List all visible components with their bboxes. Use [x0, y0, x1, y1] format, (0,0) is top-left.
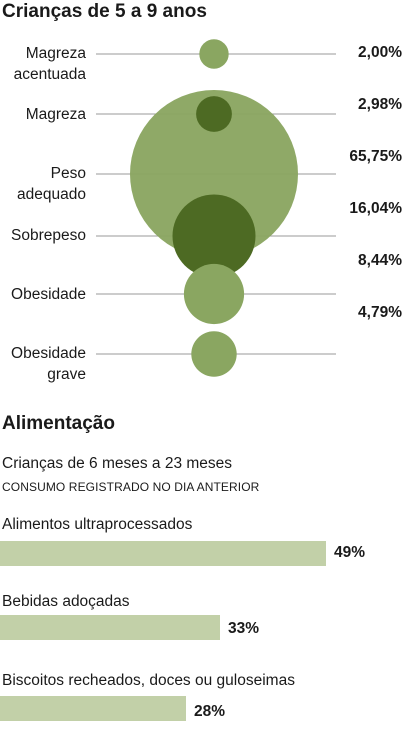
bar-label-bebidas-adocadas: Bebidas adoçadas	[2, 593, 130, 610]
bar-value-biscoitos: 28%	[194, 703, 226, 720]
chart-title: Crianças de 5 a 9 anos	[2, 1, 207, 22]
value-label-obesidade: 8,44%	[358, 252, 402, 269]
bar-value-ultraprocessados: 49%	[334, 544, 366, 561]
value-label-magreza: 2,98%	[358, 96, 402, 113]
bubble-chart: Magreza acentuada Magreza Peso adequado …	[0, 30, 404, 390]
bubble-chart-svg	[96, 39, 336, 377]
bar-value-bebidas-adocadas: 33%	[228, 620, 260, 637]
category-label-line: Peso	[50, 165, 86, 182]
category-label-magreza: Magreza	[25, 106, 86, 123]
bar-label-ultraprocessados: Alimentos ultraprocessados	[2, 516, 193, 533]
category-label-peso-adequado: Peso adequado	[0, 163, 86, 205]
category-label-obesidade-grave: Obesidade grave	[0, 343, 86, 385]
bubble-peso-adequado	[130, 90, 298, 258]
bar-label-biscoitos: Biscoitos recheados, doces ou guloseimas	[2, 672, 295, 689]
bar-biscoitos	[0, 696, 186, 721]
bubble-obesidade	[183, 263, 245, 325]
bubble-magreza	[196, 96, 232, 132]
category-label-obesidade: Obesidade	[11, 286, 86, 303]
category-label-sobrepeso: Sobrepeso	[11, 227, 86, 244]
bubble-obesidade-grave	[191, 331, 237, 377]
bar-bebidas-adocadas	[0, 615, 220, 640]
value-label-obesidade-grave: 4,79%	[358, 304, 402, 321]
section-title: Alimentação	[2, 413, 115, 434]
bubble-magreza-acentuada	[199, 39, 229, 69]
section-note: CONSUMO REGISTRADO NO DIA ANTERIOR	[2, 480, 260, 494]
value-label-sobrepeso: 16,04%	[349, 200, 402, 217]
bar-ultraprocessados	[0, 541, 326, 566]
category-label-line: Magreza	[25, 45, 86, 62]
category-label-line: acentuada	[13, 66, 86, 83]
bubble-sobrepeso	[172, 194, 256, 278]
value-label-peso-adequado: 65,75%	[349, 148, 402, 165]
value-label-magreza-acentuada: 2,00%	[358, 44, 402, 61]
section-subtitle: Crianças de 6 meses a 23 meses	[2, 455, 233, 472]
category-label-line: grave	[47, 366, 86, 383]
category-label-line: Obesidade	[11, 345, 86, 362]
category-label-line: adequado	[17, 186, 86, 203]
category-label-magreza-acentuada: Magreza acentuada	[0, 43, 86, 85]
